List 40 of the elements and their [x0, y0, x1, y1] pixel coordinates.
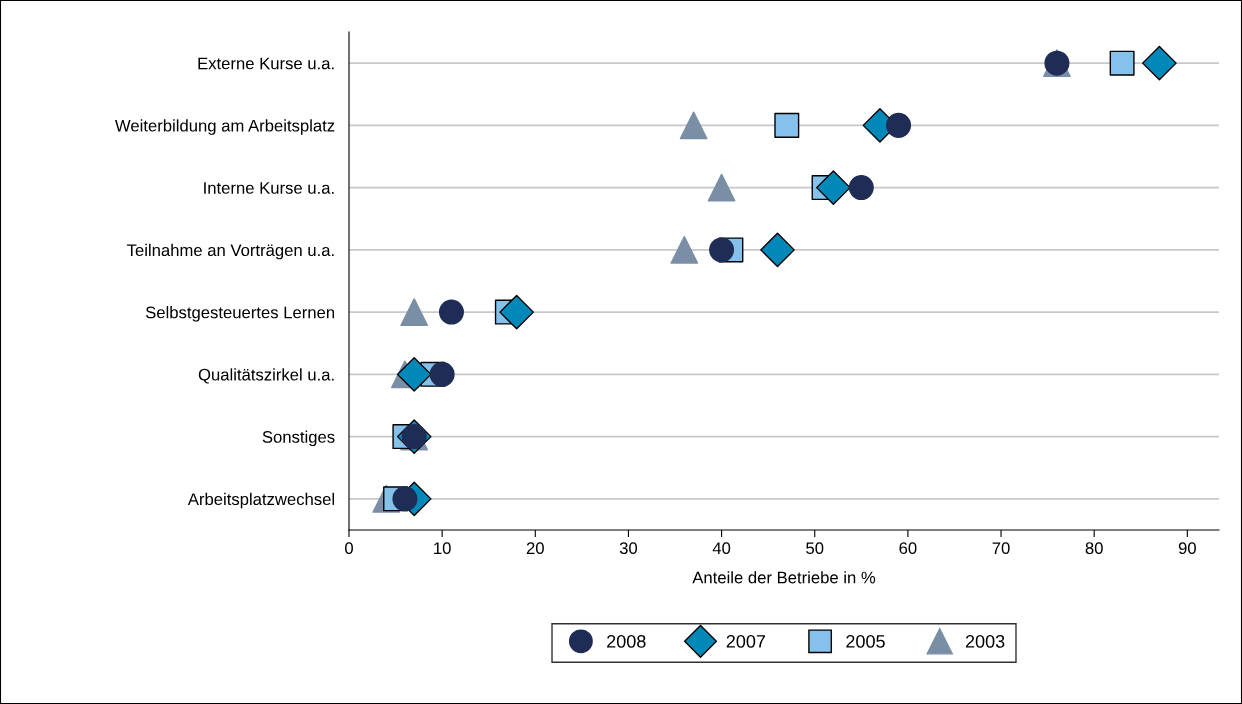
point — [392, 486, 418, 512]
point — [760, 232, 795, 268]
point — [707, 173, 736, 202]
y-tick-label: Sonstiges — [262, 430, 335, 447]
x-tick-label: 80 — [1085, 542, 1103, 555]
point — [499, 294, 535, 330]
point — [400, 298, 429, 327]
legend-label: 2008 — [607, 635, 646, 648]
point — [679, 111, 708, 140]
x-axis-title: Anteile der Betriebe in % — [692, 571, 876, 584]
x-tick-label: 50 — [806, 542, 824, 555]
y-tick-label: Weiterbildung am Arbeitsplatz — [115, 119, 335, 135]
legend-label: 2003 — [965, 635, 1005, 648]
y-tick-label: Qualitätszirkel u.a. — [198, 368, 334, 384]
point — [396, 356, 432, 392]
x-tick-label: 60 — [899, 542, 917, 555]
point — [438, 299, 464, 325]
point — [886, 112, 912, 138]
point — [815, 170, 851, 206]
point — [774, 112, 800, 138]
x-tick-label: 20 — [526, 542, 544, 555]
point — [1141, 45, 1177, 81]
y-tick-label: Interne Kurse u.a. — [204, 182, 334, 194]
x-tick-label: 70 — [992, 542, 1010, 555]
y-tick-label: Externe Kurse u.a. — [198, 57, 334, 70]
legend-label: 2007 — [726, 635, 766, 648]
point — [429, 361, 455, 387]
point — [709, 237, 735, 263]
x-tick-label: 0 — [345, 542, 353, 555]
y-tick-label: Selbstgesteuertes Lernen — [145, 306, 335, 322]
y-tick-label: Arbeitsplatzwechsel — [187, 492, 334, 509]
point — [1109, 50, 1135, 76]
legend-label: 2005 — [846, 635, 885, 648]
y-tick-label: Teilnahme an Vorträgen u.a. — [127, 243, 334, 260]
point — [670, 235, 699, 264]
point — [848, 175, 874, 201]
x-tick-label: 40 — [712, 542, 731, 555]
x-tick-label: 10 — [434, 542, 451, 555]
x-tick-label: 30 — [619, 542, 638, 555]
x-tick-label: 90 — [1178, 542, 1196, 555]
